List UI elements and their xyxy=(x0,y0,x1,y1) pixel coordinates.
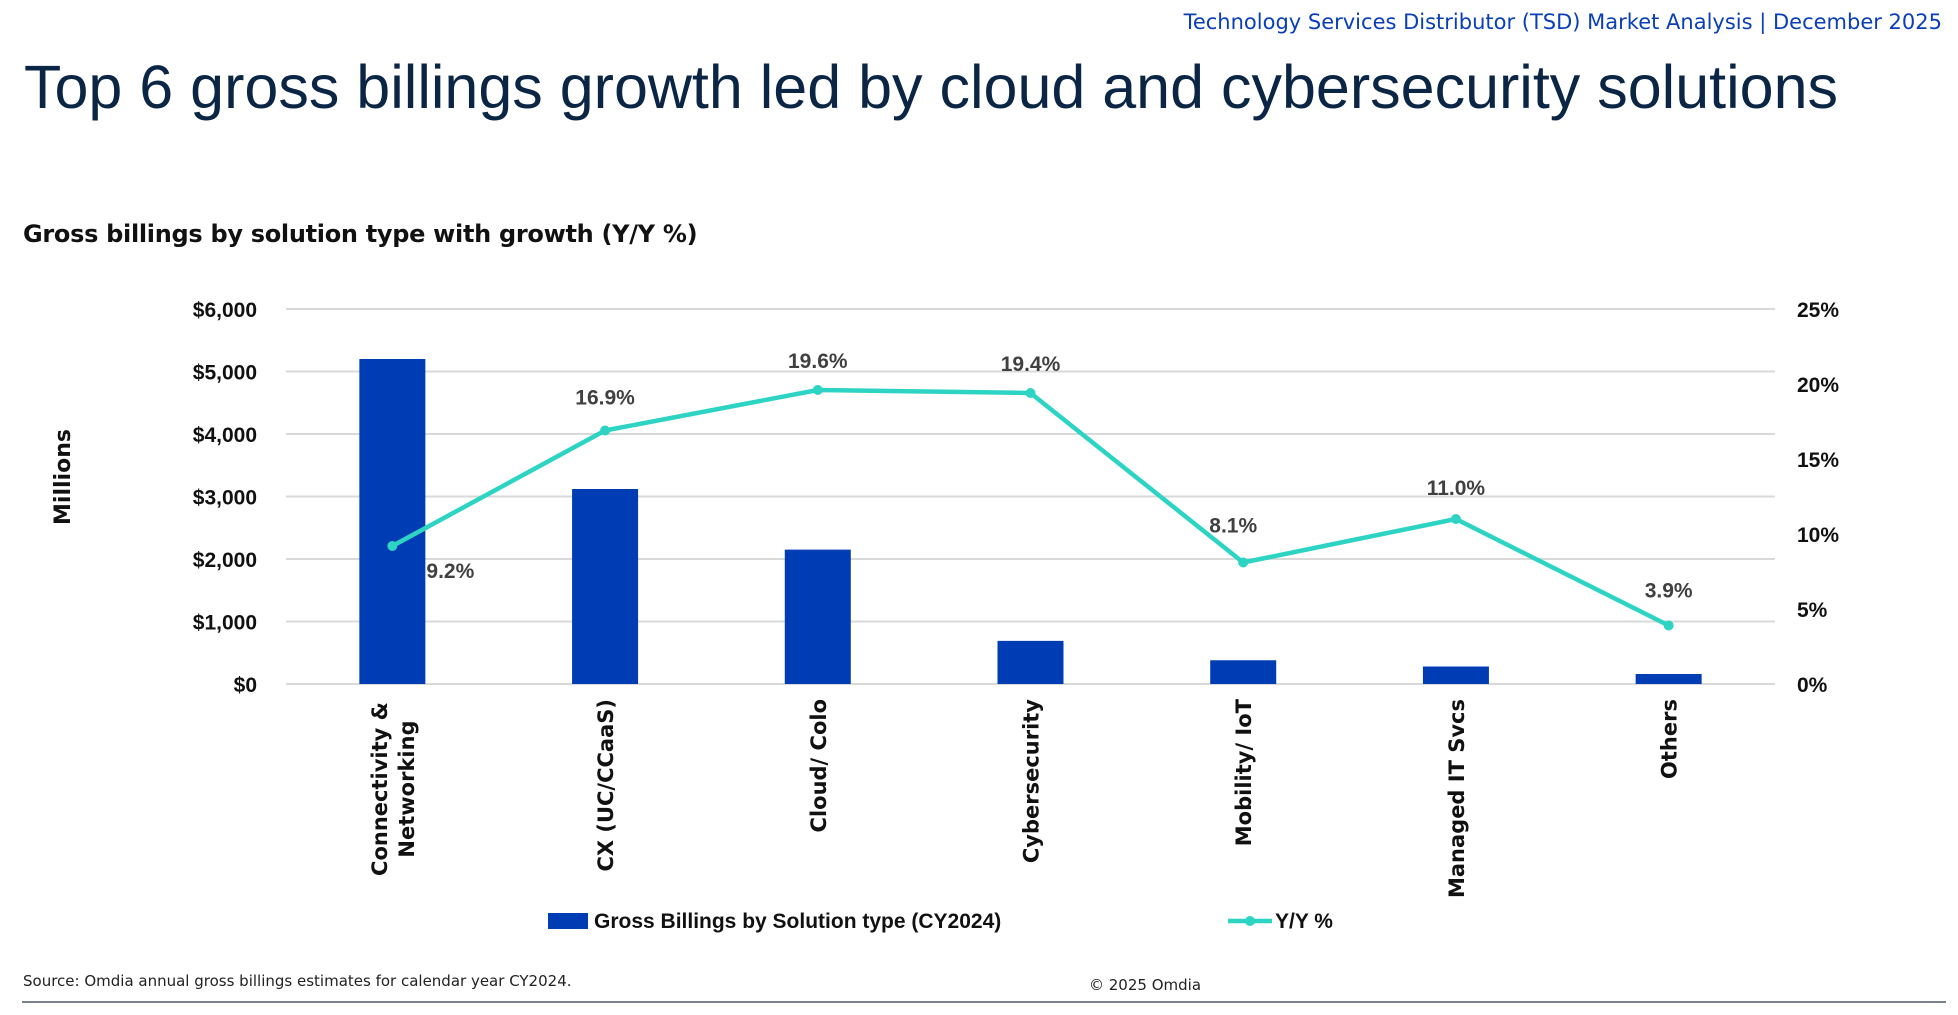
y-right-tick-label: 10% xyxy=(1797,524,1839,547)
y-left-tick-label: $0 xyxy=(234,674,257,697)
x-tick-label: Others xyxy=(1658,699,1682,779)
y-right-tick-label: 20% xyxy=(1797,374,1839,397)
bar xyxy=(1635,674,1702,684)
legend-bar-label: Gross Billings by Solution type (CY2024) xyxy=(594,910,1001,933)
y-left-tick-label: $6,000 xyxy=(193,299,257,322)
y-right-tick-label: 15% xyxy=(1797,449,1839,472)
bar xyxy=(997,640,1064,684)
y-right-tick-label: 0% xyxy=(1797,674,1828,697)
x-tick-label: Cloud/ Colo xyxy=(807,699,831,832)
y-left-tick-label: $3,000 xyxy=(193,487,257,510)
report-header: Technology Services Distributor (TSD) Ma… xyxy=(1183,10,1942,34)
yoy-point xyxy=(1450,514,1461,524)
x-tick-label: Managed IT Svcs xyxy=(1445,699,1469,898)
footer-divider xyxy=(22,1001,1946,1003)
yoy-point xyxy=(1238,557,1249,568)
y-left-tick-label: $2,000 xyxy=(193,549,257,572)
copyright: © 2025 Omdia xyxy=(1089,976,1202,994)
y-left-tick-label: $5,000 xyxy=(193,362,257,385)
bar xyxy=(1210,660,1277,684)
yoy-data-label: 19.6% xyxy=(788,350,848,373)
yoy-data-label: 8.1% xyxy=(1209,515,1257,538)
y-left-tick-label: $1,000 xyxy=(193,612,257,635)
bar xyxy=(1422,666,1489,684)
legend-line-label: Y/Y % xyxy=(1275,910,1333,933)
yoy-point xyxy=(600,425,611,436)
legend-bar-swatch xyxy=(548,913,588,929)
legend-line-marker xyxy=(1245,916,1255,926)
yoy-data-label: 9.2% xyxy=(426,560,474,583)
y-right-tick-label: 5% xyxy=(1797,599,1828,622)
x-tick-label: Networking xyxy=(395,720,419,857)
x-tick-label: Connectivity & xyxy=(368,702,392,876)
x-tick-label: Cybersecurity xyxy=(1020,699,1044,863)
bar xyxy=(359,359,426,684)
y-axis-label: Millions xyxy=(51,429,76,525)
y-left-tick-label: $4,000 xyxy=(193,424,257,447)
yoy-point xyxy=(1025,388,1036,398)
bar xyxy=(572,489,639,684)
yoy-data-label: 3.9% xyxy=(1645,580,1693,603)
yoy-point xyxy=(1663,620,1674,631)
bar xyxy=(784,549,851,684)
chart-title: Gross billings by solution type with gro… xyxy=(23,220,698,248)
yoy-data-label: 19.4% xyxy=(1001,353,1061,376)
x-tick-label: CX (UC/CCaaS) xyxy=(594,699,618,872)
yoy-data-label: 16.9% xyxy=(575,387,635,410)
yoy-data-label: 11.0% xyxy=(1427,477,1486,500)
page-title: Top 6 gross billings growth led by cloud… xyxy=(24,53,1839,121)
yoy-point xyxy=(812,385,823,395)
y-right-tick-label: 25% xyxy=(1797,299,1839,322)
source-note: Source: Omdia annual gross billings esti… xyxy=(23,972,572,990)
yoy-point xyxy=(387,541,398,551)
x-tick-label: Mobility/ IoT xyxy=(1232,698,1256,846)
